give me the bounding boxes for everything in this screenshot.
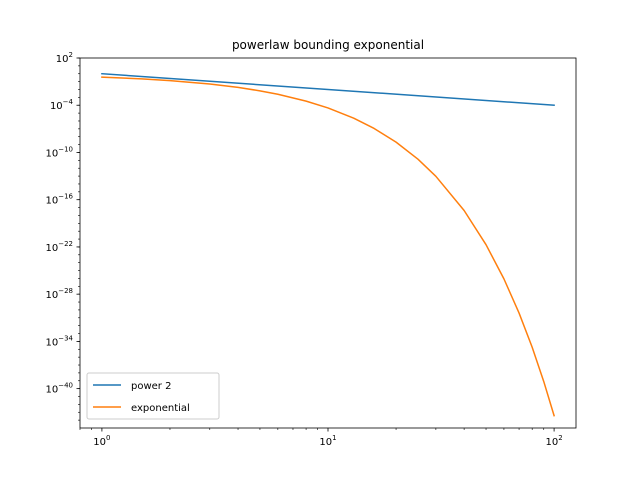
- y-tick-label: 10−40: [45, 382, 73, 396]
- y-tick-label: 10−4: [50, 98, 74, 112]
- x-tick-label: 101: [319, 434, 336, 448]
- x-tick-label: 102: [545, 434, 562, 448]
- plot-area: [80, 58, 576, 428]
- plot-background: [80, 58, 576, 428]
- series-line-power: [101, 72, 555, 107]
- y-axis: 102 10−4 10−10 10−16 10−22 10−28 10−34 10−40: [45, 51, 80, 421]
- chart-title: powerlaw bounding exponential: [232, 38, 424, 52]
- legend-label-exponential: exponential: [131, 403, 190, 414]
- series-layer: [101, 72, 556, 417]
- y-tick-label: 102: [56, 51, 73, 65]
- y-tick-label: 10−28: [45, 287, 73, 301]
- x-tick-label: 100: [93, 434, 110, 448]
- y-tick-label: 10−16: [45, 193, 73, 207]
- legend: power 2 exponential: [86, 372, 220, 420]
- legend-label-power: power 2: [131, 381, 171, 392]
- y-tick-label: 10−10: [45, 145, 73, 159]
- y-tick-label: 10−34: [45, 334, 73, 348]
- x-axis: 100 101 102: [79, 428, 563, 448]
- series-line-exponential: [101, 76, 556, 417]
- y-tick-label: 10−22: [45, 240, 73, 254]
